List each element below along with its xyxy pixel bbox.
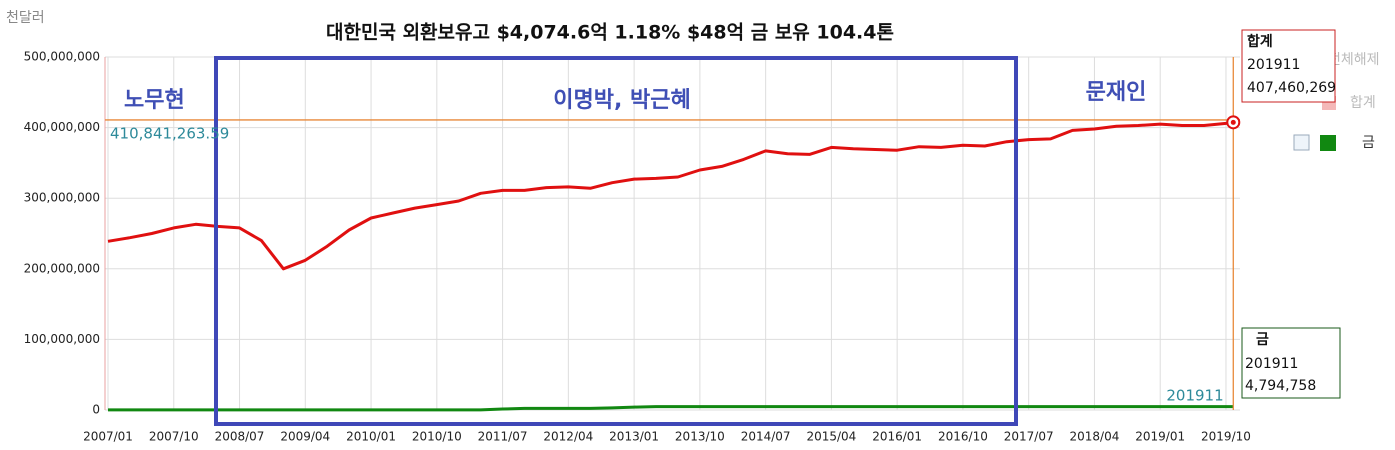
x-tick-label: 2015/04 <box>806 430 856 444</box>
series-line <box>108 405 1234 412</box>
annotation: 이명박, 박근혜 <box>553 88 690 113</box>
y-tick-label: 0 <box>92 403 100 417</box>
y-tick-label: 500,000,000 <box>24 50 100 64</box>
legend-toggle[interactable]: 전체해제 <box>1328 52 1380 68</box>
highlight-box <box>214 56 1018 426</box>
end-label: 201911 <box>1166 387 1223 405</box>
tooltip-value: 4,794,758 <box>1245 378 1316 394</box>
legend-checkbox[interactable] <box>1293 134 1310 151</box>
x-tick-label: 2013/10 <box>675 430 725 444</box>
x-tick-label: 2016/10 <box>938 430 988 444</box>
x-tick-label: 2007/01 <box>83 430 133 444</box>
x-tick-label: 2010/01 <box>346 430 396 444</box>
x-tick-label: 2018/04 <box>1070 430 1120 444</box>
x-tick-label: 2019/01 <box>1135 430 1185 444</box>
x-tick-label: 2017/07 <box>1004 430 1054 444</box>
x-tick-label: 2010/10 <box>412 430 462 444</box>
x-tick-label: 2016/01 <box>872 430 922 444</box>
chart-title: 대한민국 외환보유고 $4,074.6억 1.18% $48억 금 보유 104… <box>326 22 894 44</box>
x-tick-label: 2019/10 <box>1201 430 1251 444</box>
reference-label: 410,841,263.59 <box>110 124 229 142</box>
annotation: 노무현 <box>124 88 185 113</box>
plot-area <box>105 57 1240 410</box>
series-line <box>107 120 1234 271</box>
tooltip: 금 201911 4,794,758 <box>1241 327 1341 399</box>
tooltip-period: 201911 <box>1245 356 1298 372</box>
x-tick-label: 2014/07 <box>741 430 791 444</box>
tooltip-period: 201911 <box>1247 57 1300 73</box>
x-tick-label: 2012/04 <box>543 430 593 444</box>
legend-label[interactable]: 합계 <box>1350 95 1376 111</box>
tooltip-value: 407,460,269 <box>1247 80 1336 96</box>
x-tick-label: 2008/07 <box>215 430 265 444</box>
x-tick-label: 2007/10 <box>149 430 199 444</box>
y-tick-label: 300,000,000 <box>24 191 100 205</box>
y-tick-label: 100,000,000 <box>24 332 100 346</box>
x-tick-label: 2013/01 <box>609 430 659 444</box>
hover-marker-dot <box>1230 119 1236 125</box>
plot <box>105 57 1241 412</box>
tooltip-title: 합계 <box>1247 33 1273 50</box>
unit-label: 천달러 <box>6 10 45 26</box>
tooltip-box <box>1241 29 1336 103</box>
x-tick-label: 2009/04 <box>280 430 330 444</box>
legend-swatch <box>1320 135 1336 151</box>
annotation: 문재인 <box>1086 80 1147 105</box>
x-tick-label: 2011/07 <box>478 430 528 444</box>
legend-label[interactable]: 금 <box>1362 135 1375 151</box>
y-tick-label: 400,000,000 <box>24 120 100 134</box>
tooltip: 합계 201911 407,460,269 <box>1241 29 1336 103</box>
tooltip-title: 금 <box>1256 332 1269 348</box>
y-tick-label: 200,000,000 <box>24 261 100 275</box>
tooltip-box <box>1241 327 1341 399</box>
grid <box>105 56 1240 411</box>
